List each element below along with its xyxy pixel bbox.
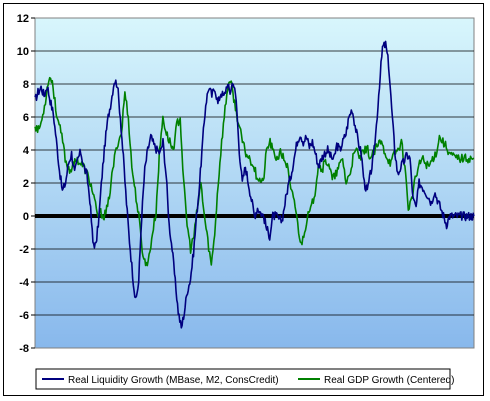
legend-label-liquidity: Real Liquidity Growth (MBase, M2, ConsCr… xyxy=(68,375,279,386)
y-tick-label: 8 xyxy=(23,79,29,91)
y-axis-tick-labels: -8 -6 -4 -2 0 2 4 6 8 10 12 xyxy=(17,13,35,355)
y-tick-label: 10 xyxy=(17,46,29,58)
legend-label-gdp: Real GDP Growth (Centered) xyxy=(324,375,454,386)
y-tick-label: 4 xyxy=(23,145,30,157)
legend: Real Liquidity Growth (MBase, M2, ConsCr… xyxy=(35,368,454,390)
series-line-liquidity xyxy=(34,40,475,329)
series-lines xyxy=(34,40,475,329)
y-tick-label: -6 xyxy=(19,310,29,322)
y-tick-label: -4 xyxy=(19,277,30,289)
y-tick-label: 12 xyxy=(17,13,29,25)
y-tick-label: 2 xyxy=(23,178,29,190)
series-line-gdp xyxy=(34,76,475,267)
y-tick-label: 6 xyxy=(23,112,29,124)
legend-box xyxy=(35,368,451,390)
y-tick-label: -8 xyxy=(19,343,29,355)
y-tick-label: 0 xyxy=(23,211,29,223)
y-tick-label: -2 xyxy=(19,244,29,256)
